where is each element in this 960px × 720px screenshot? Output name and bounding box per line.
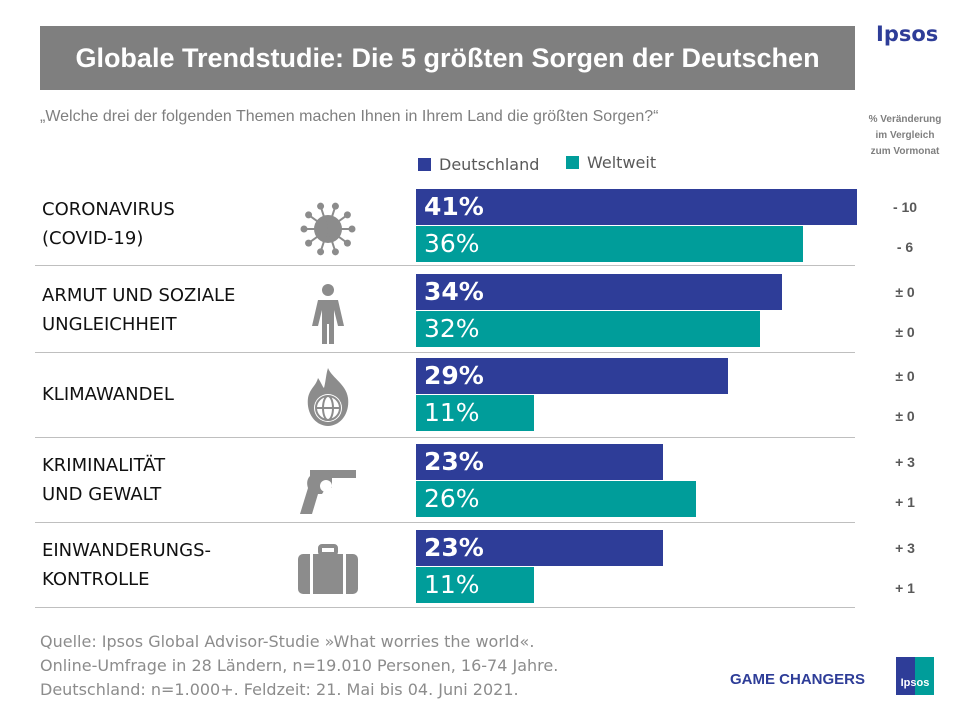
category-label: KRIMINALITÄT UND GEWALT <box>42 451 165 509</box>
slide-title: Globale Trendstudie: Die 5 größten Sorge… <box>40 26 855 90</box>
bar-weltweit: 11% <box>416 567 535 603</box>
change-value: - 10 <box>892 199 918 215</box>
bar-value-label: 11% <box>424 570 480 599</box>
change-value: ± 0 <box>895 324 915 340</box>
change-value: ± 0 <box>895 284 915 300</box>
category-label-line: ARMUT UND SOZIALE <box>42 285 236 306</box>
category-label-line: KONTROLLE <box>42 569 150 590</box>
ipsos-logo: Ipsos <box>876 22 939 46</box>
source-line: Quelle: Ipsos Global Advisor-Studie »Wha… <box>40 632 535 651</box>
legend-weltweit: Weltweit <box>566 153 656 172</box>
poor-person-icon <box>312 284 344 344</box>
source-line: Deutschland: n=1.000+. Feldzeit: 21. Mai… <box>40 680 519 699</box>
survey-question: „Welche drei der folgenden Themen machen… <box>40 108 659 125</box>
revolver-icon <box>300 470 356 514</box>
row-divider <box>35 265 855 266</box>
category-label-line: UNGLEICHHEIT <box>42 314 177 335</box>
change-value: + 3 <box>895 454 915 470</box>
bar-weltweit: 36% <box>416 226 804 262</box>
bar-weltweit: 26% <box>416 481 696 517</box>
category-label: KLIMAWANDEL <box>42 380 174 409</box>
change-value: + 3 <box>895 540 915 556</box>
change-value: ± 0 <box>895 368 915 384</box>
category-label: ARMUT UND SOZIALE UNGLEICHHEIT <box>42 281 235 339</box>
change-header: % Veränderung im Vergleich zum Vormonat <box>850 112 960 160</box>
bar-value-label: 23% <box>424 447 484 476</box>
category-label-line: KLIMAWANDEL <box>42 384 174 405</box>
legend-label: Weltweit <box>587 153 657 172</box>
bar-deutschland: 41% <box>416 189 857 225</box>
bar-deutschland: 23% <box>416 444 664 480</box>
bar-deutschland: 34% <box>416 274 782 310</box>
virus-icon <box>300 202 356 256</box>
bar-value-label: 29% <box>424 361 484 390</box>
bar-value-label: 26% <box>424 484 480 513</box>
change-value: + 1 <box>895 494 915 510</box>
ipsos-footer-logo: Ipsos <box>896 657 934 695</box>
bar-value-label: 36% <box>424 229 480 258</box>
row-divider <box>35 522 855 523</box>
source-note: Quelle: Ipsos Global Advisor-Studie »Wha… <box>40 630 558 702</box>
change-header-line: % Veränderung <box>868 114 942 125</box>
category-label: CORONAVIRUS (COVID-19) <box>42 195 175 253</box>
suitcase-icon <box>298 544 358 594</box>
bar-weltweit: 11% <box>416 395 535 431</box>
change-value: - 6 <box>896 239 914 255</box>
category-label-line: KRIMINALITÄT <box>42 455 166 476</box>
change-value: ± 0 <box>895 408 915 424</box>
change-header-line: im Vergleich <box>875 130 935 141</box>
bar-value-label: 32% <box>424 314 480 343</box>
tagline: GAME CHANGERS <box>730 671 866 688</box>
row-divider <box>35 437 855 438</box>
category-label: EINWANDERUNGS- KONTROLLE <box>42 536 211 594</box>
row-divider <box>35 607 855 608</box>
bar-deutschland: 23% <box>416 530 664 566</box>
bar-weltweit: 32% <box>416 311 761 347</box>
legend-label: Deutschland <box>439 155 540 174</box>
category-label-line: (COVID-19) <box>42 228 144 249</box>
bar-deutschland: 29% <box>416 358 728 394</box>
bar-value-label: 34% <box>424 277 484 306</box>
category-label-line: CORONAVIRUS <box>42 199 175 220</box>
row-divider <box>35 352 855 353</box>
category-label-line: EINWANDERUNGS- <box>42 540 211 561</box>
category-label-line: UND GEWALT <box>42 484 162 505</box>
change-header-line: zum Vormonat <box>870 146 940 157</box>
change-value: + 1 <box>895 580 915 596</box>
source-line: Online-Umfrage in 28 Ländern, n=19.010 P… <box>40 656 559 675</box>
legend-deutschland: Deutschland <box>418 155 539 174</box>
bar-value-label: 11% <box>424 398 480 427</box>
burning-globe-icon <box>307 368 349 426</box>
bar-value-label: 41% <box>424 192 484 221</box>
bar-value-label: 23% <box>424 533 484 562</box>
legend-swatch <box>566 156 579 169</box>
legend-swatch <box>418 158 431 171</box>
